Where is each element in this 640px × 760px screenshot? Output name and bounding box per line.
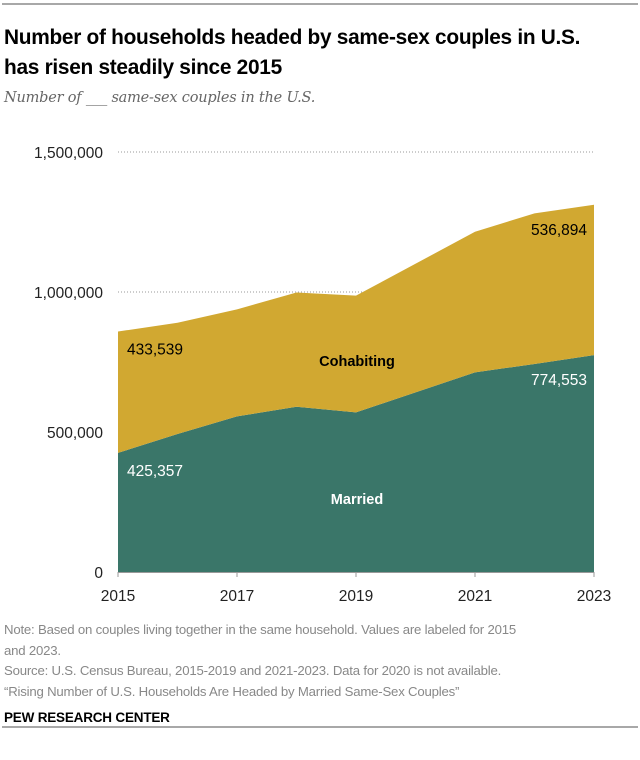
value-label-cohabiting-2023: 536,894	[531, 222, 587, 239]
x-tick-label: 2021	[458, 588, 492, 605]
brand-logo-text: PEW RESEARCH CENTER	[4, 710, 170, 725]
chart-notes: Note: Based on couples living together i…	[4, 620, 634, 702]
note-text-line1: Note: Based on couples living together i…	[4, 622, 517, 637]
chart-subtitle: Number of ___ same-sex couples in the U.…	[4, 90, 316, 106]
y-tick-label: 1,500,000	[34, 145, 103, 162]
x-tick-label: 2019	[339, 588, 373, 605]
report-title: “Rising Number of U.S. Households Are He…	[4, 683, 460, 699]
y-tick-label: 500,000	[47, 425, 103, 442]
source-text: Source: U.S. Census Bureau, 2015-2019 an…	[4, 663, 502, 678]
y-tick-label: 0	[94, 565, 103, 582]
value-label-married-2023: 774,553	[531, 372, 587, 389]
area-cohabiting	[118, 204, 594, 453]
x-tick-label: 2017	[220, 588, 254, 605]
labels: 425,357 774,553 433,539 536,894 Married Cohab…	[127, 222, 587, 508]
series-label-married: Married	[331, 492, 383, 508]
note-text-line2: and 2023.	[4, 642, 61, 658]
x-tick-label: 2023	[577, 588, 611, 605]
bottom-rule	[2, 726, 638, 728]
x-tick-label: 2015	[101, 588, 135, 605]
series-label-cohabiting: Cohabiting	[319, 354, 395, 370]
area-married	[118, 355, 594, 572]
value-label-cohabiting-2015: 433,539	[127, 342, 183, 359]
chart-title: Number of households headed by same-sex …	[4, 25, 581, 79]
value-label-married-2015: 425,357	[127, 463, 183, 480]
top-rule	[2, 3, 638, 5]
axes: 0 500,000 1,000,000 1,500,000 2015 2017 2019 20…	[34, 145, 611, 605]
stacked-area-chart: 0 500,000 1,000,000 1,500,000 2015 2017 2019 20…	[34, 145, 611, 605]
areas	[118, 204, 594, 572]
y-tick-label: 1,000,000	[34, 285, 103, 302]
